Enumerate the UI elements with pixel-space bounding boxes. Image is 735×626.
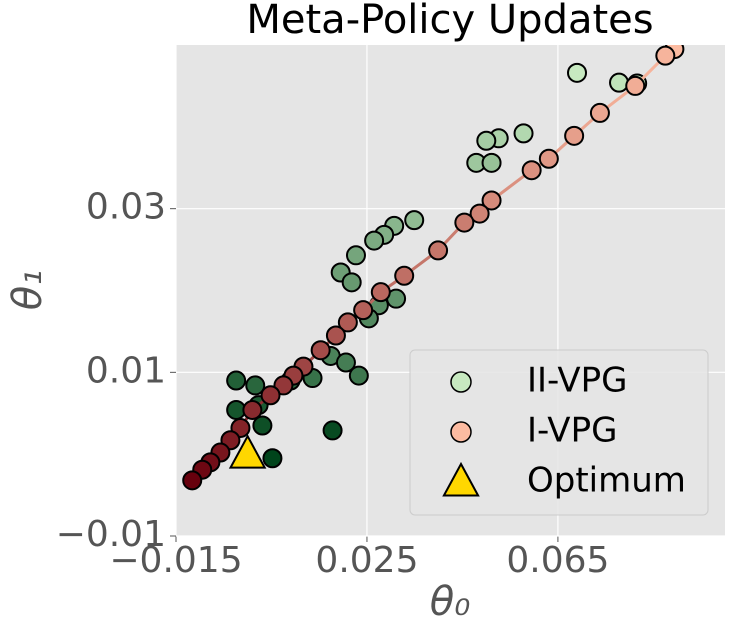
point <box>310 340 331 361</box>
legend-label: II-VPG <box>527 361 627 401</box>
point <box>325 325 346 346</box>
point <box>521 160 542 181</box>
y-tick-label: −0.01 <box>56 514 166 555</box>
point <box>262 448 283 469</box>
y-tick-label: 0.03 <box>86 187 166 228</box>
point <box>252 415 273 436</box>
point <box>335 352 356 373</box>
point <box>226 370 247 391</box>
point <box>364 230 385 251</box>
point <box>625 75 646 96</box>
x-tick-label: −0.015 <box>109 540 242 581</box>
point <box>260 385 281 406</box>
point <box>322 420 343 441</box>
legend-label: Optimum <box>527 461 686 501</box>
point <box>370 282 391 303</box>
point <box>469 203 490 224</box>
point <box>454 212 475 233</box>
x-axis-label: θ₀ <box>430 579 471 625</box>
legend-marker <box>450 371 472 393</box>
x-tick-label: 0.025 <box>315 540 418 581</box>
point <box>567 62 588 83</box>
legend-box <box>409 349 709 516</box>
point <box>589 102 610 123</box>
point <box>341 272 362 293</box>
point <box>337 312 358 333</box>
y-tick-label: 0.01 <box>86 350 166 391</box>
point <box>348 365 369 386</box>
point <box>182 470 203 491</box>
point <box>609 72 630 93</box>
point <box>404 210 425 231</box>
point <box>394 265 415 286</box>
point <box>242 399 263 420</box>
legend-marker <box>442 461 480 497</box>
point <box>345 245 366 266</box>
optimum-marker <box>228 434 267 469</box>
point <box>245 375 266 396</box>
legend-marker <box>450 421 472 443</box>
point <box>655 45 676 66</box>
chart-title: Meta-Policy Updates <box>246 0 653 43</box>
x-tick-label: 0.065 <box>506 540 609 581</box>
point <box>513 123 534 144</box>
legend-label: I-VPG <box>527 411 617 451</box>
y-axis-label: θ₁ <box>5 270 51 311</box>
point <box>564 125 585 146</box>
point <box>481 190 502 211</box>
point <box>428 240 449 261</box>
point <box>481 152 502 173</box>
point <box>476 130 497 151</box>
point <box>353 300 374 321</box>
point <box>538 148 559 169</box>
